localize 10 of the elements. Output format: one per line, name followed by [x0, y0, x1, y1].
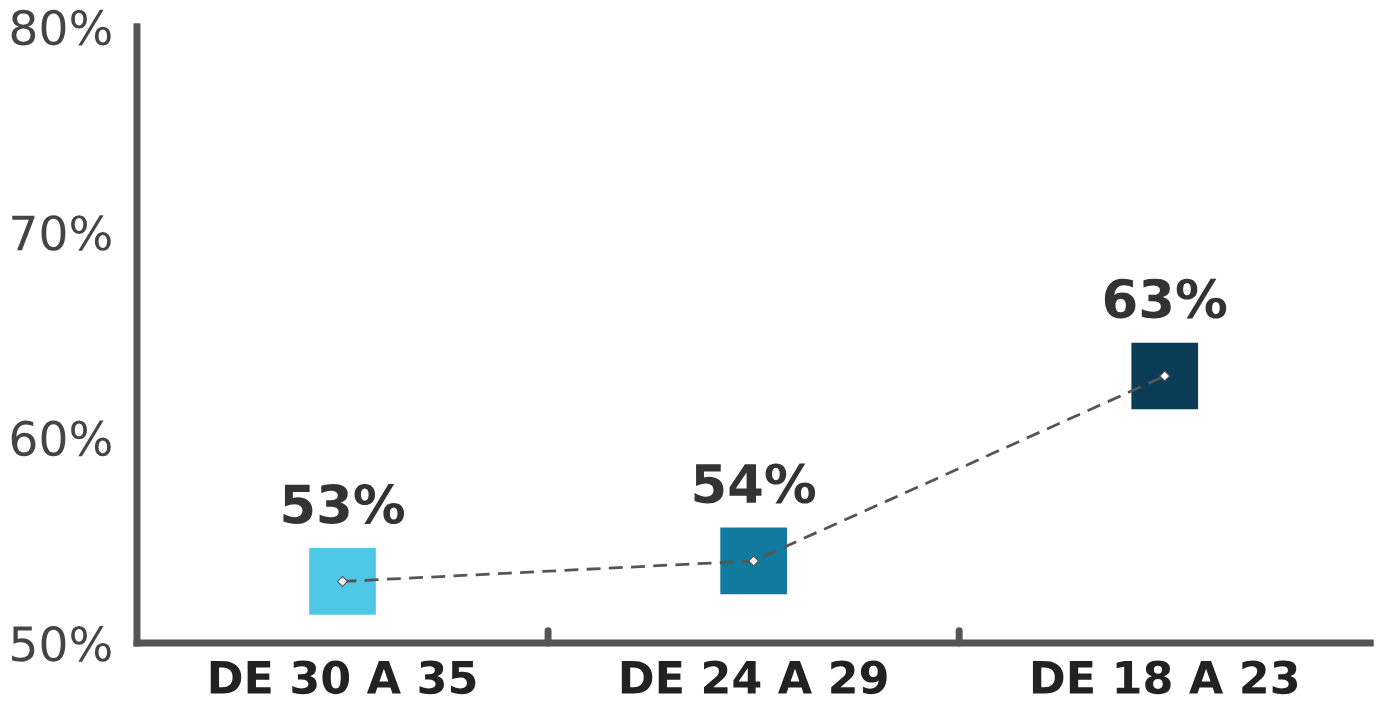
x-tick-label: DE 24 A 29	[621, 660, 887, 695]
y-tick-label: 50%	[12, 625, 111, 662]
y-tick-label: 80%	[11, 9, 111, 46]
x-tick-label: DE 18 A 23	[1032, 660, 1298, 695]
x-tick-label: DE 30 A 35	[210, 660, 476, 695]
y-tick-label: 60%	[11, 420, 111, 457]
text: 63%	[1104, 278, 1227, 319]
text: 54%	[694, 463, 816, 504]
y-tick-label: 70%	[12, 215, 111, 251]
text: 53%	[283, 484, 405, 524]
